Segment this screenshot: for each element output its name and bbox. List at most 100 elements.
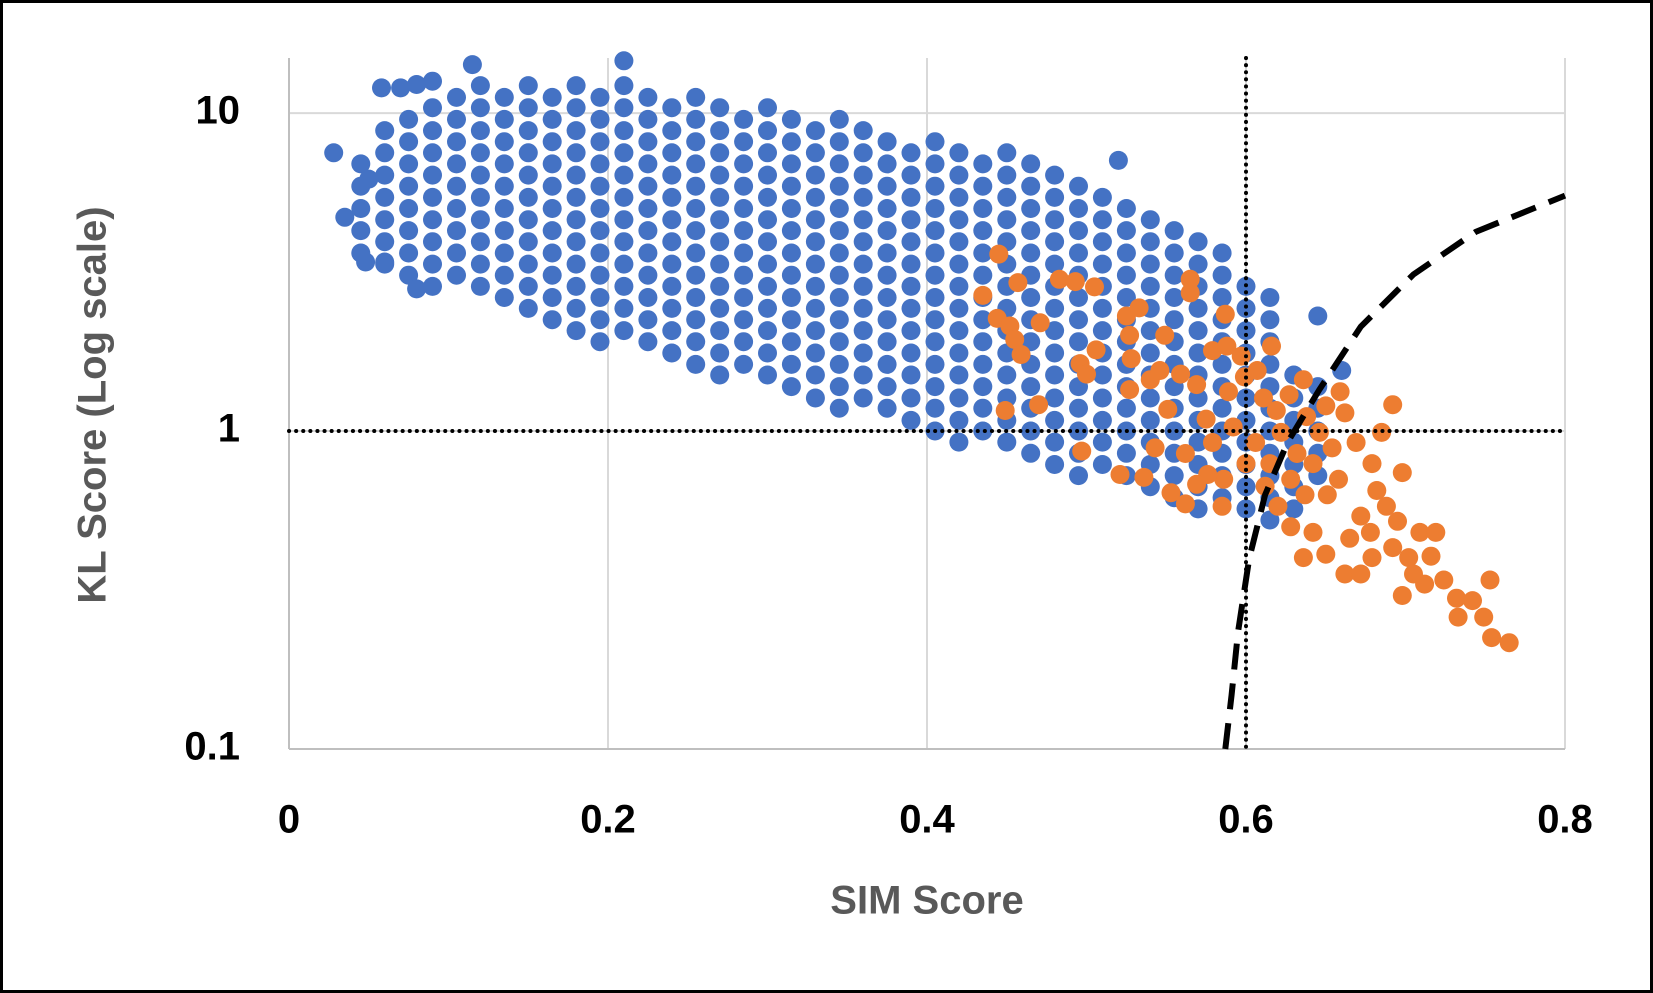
scatter-point (638, 221, 658, 241)
scatter-point (1448, 607, 1468, 627)
scatter-point (829, 398, 849, 418)
scatter-point (1212, 398, 1232, 418)
scatter-point (805, 388, 825, 408)
scatter-point (1421, 546, 1441, 566)
scatter-point (805, 143, 825, 163)
scatter-point (1092, 210, 1112, 230)
scatter-point (686, 265, 706, 285)
scatter-point (1362, 454, 1382, 474)
scatter-point (1108, 150, 1128, 170)
scatter-point (973, 377, 993, 397)
scatter-point (590, 199, 610, 218)
scatter-point (470, 254, 490, 274)
scatter-point (1217, 336, 1237, 356)
scatter-point (686, 132, 706, 152)
scatter-point (710, 143, 730, 163)
scatter-point (1171, 364, 1191, 384)
scatter-point (901, 143, 921, 163)
x-tick-label: 0.8 (1537, 798, 1593, 842)
scatter-point (805, 121, 825, 141)
scatter-point (1482, 628, 1502, 648)
scatter-point (1246, 433, 1266, 452)
scatter-point (686, 87, 706, 107)
scatter-point (1260, 288, 1280, 307)
scatter-point (399, 176, 419, 196)
scatter-point (1045, 232, 1065, 252)
scatter-point (662, 276, 682, 296)
scatter-point (566, 165, 586, 185)
scatter-point (614, 298, 634, 318)
scatter-point (1008, 273, 1028, 293)
scatter-point (973, 176, 993, 196)
scatter-point (1120, 325, 1140, 345)
scatter-point (1316, 396, 1336, 416)
scatter-point (614, 210, 634, 230)
scatter-point (853, 187, 873, 207)
scatter-point (590, 288, 610, 307)
scatter-point (686, 154, 706, 174)
scatter-point (877, 199, 897, 218)
scatter-point (686, 199, 706, 218)
scatter-point (566, 232, 586, 252)
scatter-point (925, 288, 945, 307)
scatter-point (1134, 467, 1154, 487)
scatter-point (710, 187, 730, 207)
scatter-point (853, 298, 873, 318)
scatter-point (1021, 288, 1041, 307)
scatter-point (710, 321, 730, 341)
scatter-point (925, 332, 945, 352)
scatter-point (829, 176, 849, 196)
scatter-point (662, 98, 682, 118)
scatter-point (399, 221, 419, 241)
scatter-point (901, 187, 921, 207)
scatter-point (901, 254, 921, 274)
scatter-point (1069, 332, 1088, 352)
scatter-point (1072, 441, 1092, 461)
scatter-point (901, 410, 921, 430)
scatter-point (614, 121, 634, 141)
scatter-point (1463, 591, 1482, 611)
scatter-point (1474, 607, 1494, 627)
scatter-point (1005, 330, 1025, 349)
scatter-point (758, 298, 777, 318)
scatter-point (1164, 221, 1184, 241)
scatter-point (949, 276, 969, 296)
scatter-point (638, 132, 658, 152)
scatter-point (853, 321, 873, 341)
scatter-point (1236, 477, 1256, 497)
scatter-point (925, 354, 945, 374)
scatter-point (1223, 417, 1243, 437)
scatter-point (662, 143, 682, 163)
scatter-point (1351, 506, 1371, 526)
scatter-point (1092, 432, 1112, 452)
scatter-point (662, 321, 682, 341)
scatter-point (710, 232, 730, 252)
scatter-point (638, 243, 658, 263)
scatter-point (1188, 232, 1208, 252)
scatter-point (710, 254, 730, 274)
scatter-point (662, 165, 682, 185)
x-tick-label: 0.6 (1218, 798, 1274, 842)
scatter-point (375, 210, 395, 230)
scatter-point (423, 254, 442, 274)
scatter-point (470, 143, 490, 163)
scatter-point (447, 265, 466, 285)
scatter-point (781, 176, 801, 196)
scatter-point (805, 298, 825, 318)
scatter-point (351, 154, 371, 174)
scatter-point (1021, 443, 1041, 463)
scatter-point (566, 298, 586, 318)
scatter-point (1214, 469, 1234, 489)
scatter-point (470, 276, 490, 296)
scatter-point (1260, 310, 1280, 330)
scatter-point (590, 243, 610, 263)
scatter-point (710, 210, 730, 230)
scatter-point (1295, 485, 1315, 505)
scatter-point (638, 199, 658, 218)
scatter-point (1212, 496, 1232, 516)
scatter-point (877, 354, 897, 374)
scatter-point (542, 87, 562, 107)
scatter-point (1092, 410, 1112, 430)
scatter-point (423, 210, 442, 230)
